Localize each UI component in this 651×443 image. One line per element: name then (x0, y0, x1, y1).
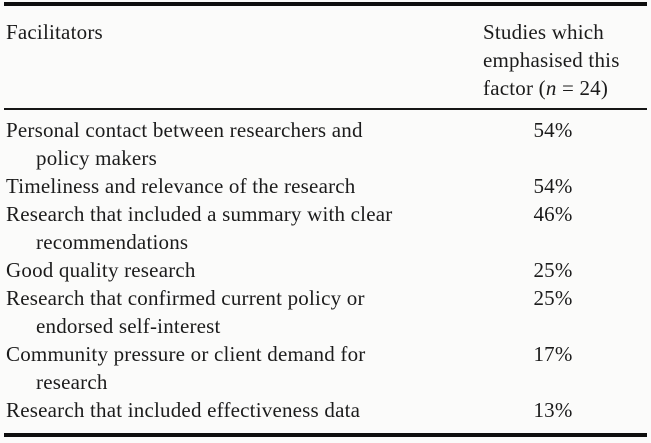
row-value: 46% (533, 202, 573, 226)
row-label: Personal contact between researchers and… (4, 116, 477, 172)
row-label: Research that included a summary with cl… (4, 200, 477, 256)
row-label-line1: Timeliness and relevance of the research (6, 174, 356, 198)
row-value: 54% (533, 174, 573, 198)
table-row: Research that included a summary with cl… (4, 200, 647, 256)
column-header-studies: Studies which emphasised this factor (n … (477, 18, 647, 102)
row-label-line1: Community pressure or client demand for (6, 342, 366, 366)
column-header-studies-line3: factor (n = 24) (483, 74, 647, 102)
row-label: Research that confirmed current policy o… (4, 284, 477, 340)
table-header-row: Facilitators Studies which emphasised th… (4, 6, 647, 108)
column-header-facilitators: Facilitators (6, 20, 103, 44)
row-label-line2: research (36, 370, 108, 394)
row-value: 25% (533, 286, 573, 310)
table-row: Timeliness and relevance of the research… (4, 172, 647, 200)
row-value: 13% (533, 398, 573, 422)
header-factor-suffix: = 24) (556, 76, 609, 100)
table-row: Research that included effectiveness dat… (4, 396, 647, 424)
row-label-line1: Research that included effectiveness dat… (6, 398, 361, 422)
row-label: Timeliness and relevance of the research (4, 172, 477, 200)
row-value: 25% (533, 258, 573, 282)
row-label: Community pressure or client demand for … (4, 340, 477, 396)
row-label-line2: policy makers (36, 146, 157, 170)
row-label-line1: Good quality research (6, 258, 196, 282)
row-value: 54% (533, 118, 573, 142)
table-bottom-rule (4, 433, 647, 437)
table-row: Community pressure or client demand for … (4, 340, 647, 396)
row-label: Good quality research (4, 256, 477, 284)
column-header-studies-line1: Studies which (483, 20, 605, 44)
header-factor-prefix: factor ( (483, 76, 546, 100)
table-body: Personal contact between researchers and… (4, 110, 647, 424)
table-row: Good quality research 25% (4, 256, 647, 284)
header-n-symbol: n (545, 76, 557, 100)
row-value: 17% (533, 342, 573, 366)
table-row: Research that confirmed current policy o… (4, 284, 647, 340)
table-header-rule (4, 108, 647, 110)
row-label-line2: endorsed self-interest (36, 314, 221, 338)
row-label-line1: Personal contact between researchers and (6, 118, 363, 142)
row-label: Research that included effectiveness dat… (4, 396, 477, 424)
table-row: Personal contact between researchers and… (4, 116, 647, 172)
row-label-line1: Research that included a summary with cl… (6, 202, 393, 226)
row-label-line1: Research that confirmed current policy o… (6, 286, 365, 310)
row-label-line2: recommendations (36, 230, 189, 254)
column-header-studies-line2: emphasised this (483, 48, 620, 72)
table-top-rule (4, 2, 647, 6)
